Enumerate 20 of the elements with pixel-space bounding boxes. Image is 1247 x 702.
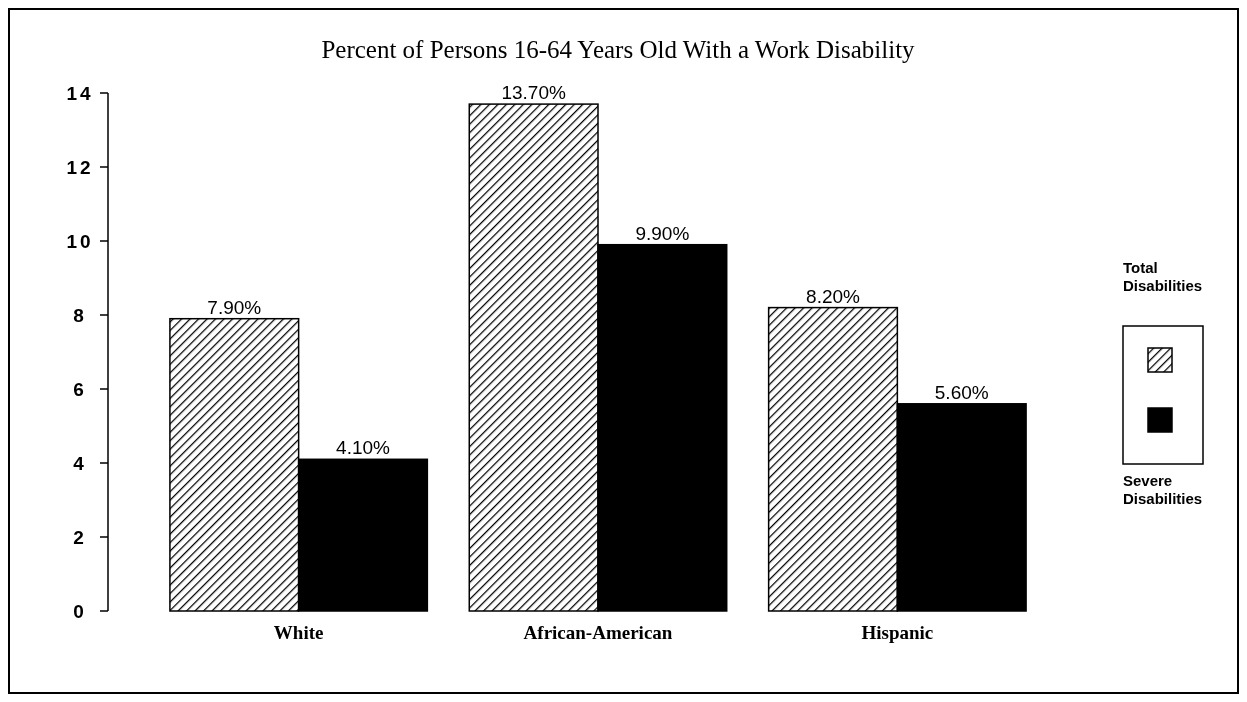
y-tick-label: 8 — [73, 304, 87, 326]
y-tick-label: 2 — [73, 526, 87, 548]
y-tick-label: 6 — [73, 378, 87, 400]
x-tick-label: African-American — [523, 622, 673, 643]
data-label: 8.20% — [806, 285, 861, 307]
data-label: 5.60% — [934, 381, 989, 403]
y-tick-label: 14 — [66, 82, 94, 104]
data-label: 9.90% — [635, 222, 690, 244]
chart-title: Percent of Persons 16-64 Years Old With a Work Disability — [321, 36, 916, 63]
y-tick-label: 10 — [66, 230, 94, 252]
text: Total Disabilities — [1123, 259, 1203, 294]
y-tick-label: 4 — [73, 452, 87, 474]
data-label: 4.10% — [336, 437, 391, 459]
data-label: 7.90% — [207, 296, 262, 318]
y-tick-label: 0 — [73, 600, 87, 622]
x-tick-label: Hispanic — [861, 622, 934, 643]
x-tick-label: White — [273, 622, 324, 643]
y-tick-label: 12 — [66, 156, 94, 178]
text: Severe Disabilities — [1123, 472, 1203, 507]
data-label: 13.70% — [501, 82, 566, 104]
